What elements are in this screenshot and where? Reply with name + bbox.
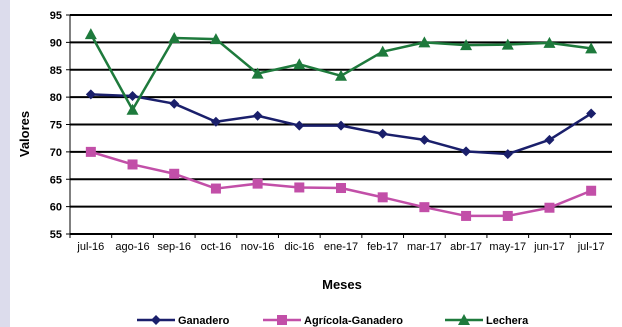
data-point [209,33,222,45]
data-point [460,39,473,51]
data-point [84,28,97,40]
x-tick-label: may-17 [489,241,526,253]
data-point [169,98,180,109]
x-tick-label: ene-17 [324,241,358,253]
legend-label: Lechera [486,315,529,327]
data-point [294,182,305,193]
data-point [502,210,513,221]
data-point [85,146,96,157]
y-tick-label: 75 [50,120,62,132]
data-point [168,31,181,43]
left-border-strip [0,0,10,327]
data-point [501,38,514,50]
x-tick-label: ago-16 [115,241,149,253]
data-point [210,183,221,194]
data-point [544,202,555,213]
data-point [85,89,96,100]
data-point [252,110,263,121]
legend-marker [151,315,161,325]
data-point [419,134,430,145]
y-tick-labels: 55 60 65 70 75 80 85 90 95 [50,10,62,241]
data-point [461,210,472,221]
data-point [377,128,388,139]
series-lines [84,28,598,221]
y-tick-label: 70 [50,147,62,159]
data-point [126,103,139,115]
data-point [376,45,389,57]
data-point [586,185,597,196]
data-point [127,159,138,170]
y-tick-label: 55 [50,229,62,241]
data-point [461,146,472,157]
data-point [294,120,305,131]
legend-label: Agrícola-Ganadero [304,315,403,327]
y-tick-label: 85 [50,65,62,77]
x-tick-label: abr-17 [450,241,482,253]
data-point [586,108,597,119]
x-tick-label: feb-17 [367,241,398,253]
data-point [502,149,513,160]
x-tick-label: oct-16 [201,241,232,253]
data-point [252,178,263,189]
y-axis-title: Valores [17,111,32,157]
series-0 [85,89,597,160]
y-tick-label: 90 [50,37,62,49]
data-point [169,168,180,179]
y-tick-label: 80 [50,92,62,104]
x-tick-labels: jul-16 ago-16 sep-16 oct-16 nov-16 dic-16 ene-… [76,241,604,253]
x-tick-label: jul-17 [577,241,605,253]
data-point [336,183,346,194]
data-point [419,202,430,213]
x-tick-label: dic-16 [284,241,314,253]
data-point [293,58,306,70]
data-point [336,120,346,131]
x-tick-label: jun-17 [533,241,565,253]
data-point [335,69,347,81]
series-1 [85,146,597,221]
data-point [377,192,388,203]
x-tick-label: sep-16 [157,241,191,253]
data-point [585,42,598,54]
series-2 [84,28,598,115]
x-tick-label: jul-16 [76,241,104,253]
y-tick-label: 65 [50,174,62,186]
legend-marker [277,315,287,325]
legend-item: Lechera [445,314,529,327]
legend-label: Ganadero [178,315,230,327]
data-point [544,134,555,145]
legend: Ganadero Agrícola-Ganadero Lechera [137,314,529,327]
data-point [418,36,431,48]
y-tick-label: 95 [50,10,62,22]
x-tick-label: nov-16 [241,241,275,253]
legend-marker [458,314,470,325]
legend-item: Agrícola-Ganadero [263,315,403,327]
data-point [543,36,556,48]
y-tick-label: 60 [50,202,62,214]
data-point [210,116,221,127]
data-point [251,67,264,79]
x-tick-label: mar-17 [407,241,442,253]
data-point [127,91,138,102]
x-axis-title: Meses [322,277,362,292]
axes [69,15,612,235]
legend-item: Ganadero [137,315,230,327]
